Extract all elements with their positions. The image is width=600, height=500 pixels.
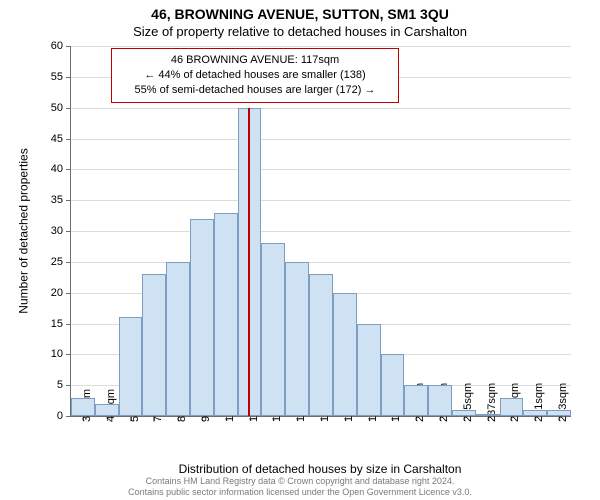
annotation-line-1: 46 BROWNING AVENUE: 117sqm xyxy=(120,53,390,68)
y-tick-label: 45 xyxy=(51,133,63,145)
footer-line-2: Contains public sector information licen… xyxy=(0,487,600,498)
y-tick-label: 25 xyxy=(51,256,63,268)
y-tick-label: 30 xyxy=(51,225,63,237)
x-tick-label: 225sqm xyxy=(462,383,474,422)
y-tick-label: 60 xyxy=(51,40,63,52)
gridline xyxy=(71,262,571,263)
histogram-bar xyxy=(119,317,143,416)
gridline xyxy=(71,46,571,47)
histogram-bar xyxy=(214,213,238,417)
y-tick-label: 20 xyxy=(51,287,63,299)
histogram-bar xyxy=(309,274,333,416)
histogram-bar xyxy=(95,404,119,416)
y-tick-label: 40 xyxy=(51,163,63,175)
histogram-bar xyxy=(547,410,571,416)
gridline xyxy=(71,139,571,140)
annotation-line-2: ← 44% of detached houses are smaller (13… xyxy=(120,68,390,83)
chart-subtitle: Size of property relative to detached ho… xyxy=(0,24,600,39)
y-tick-mark xyxy=(66,416,71,417)
x-axis-title: Distribution of detached houses by size … xyxy=(70,462,570,476)
y-tick-mark xyxy=(66,262,71,263)
y-tick-label: 35 xyxy=(51,194,63,206)
histogram-bar xyxy=(261,243,285,416)
y-tick-label: 10 xyxy=(51,348,63,360)
gridline xyxy=(71,200,571,201)
y-tick-mark xyxy=(66,139,71,140)
histogram-bar xyxy=(333,293,357,416)
x-tick-label: 273sqm xyxy=(557,383,569,422)
chart-title: 46, BROWNING AVENUE, SUTTON, SM1 3QU xyxy=(0,6,600,22)
y-tick-mark xyxy=(66,108,71,109)
y-tick-mark xyxy=(66,354,71,355)
histogram-bar xyxy=(428,385,452,416)
histogram-bar xyxy=(476,414,500,416)
y-tick-label: 50 xyxy=(51,102,63,114)
histogram-bar xyxy=(190,219,214,416)
y-tick-mark xyxy=(66,169,71,170)
x-tick-label: 261sqm xyxy=(533,383,545,422)
x-tick-label: 237sqm xyxy=(486,383,498,422)
subject-marker-line xyxy=(248,108,250,416)
y-tick-mark xyxy=(66,385,71,386)
y-axis-title: Number of detached properties xyxy=(16,46,32,416)
y-tick-mark xyxy=(66,231,71,232)
y-tick-mark xyxy=(66,293,71,294)
histogram-bar xyxy=(285,262,309,416)
histogram-bar xyxy=(452,410,476,416)
footer-attribution: Contains HM Land Registry data © Crown c… xyxy=(0,476,600,498)
y-tick-mark xyxy=(66,324,71,325)
gridline xyxy=(71,108,571,109)
histogram-bar xyxy=(357,324,381,417)
y-tick-label: 0 xyxy=(57,410,63,422)
footer-line-1: Contains HM Land Registry data © Crown c… xyxy=(0,476,600,487)
y-tick-label: 5 xyxy=(57,379,63,391)
histogram-bar xyxy=(166,262,190,416)
y-tick-mark xyxy=(66,77,71,78)
y-tick-mark xyxy=(66,46,71,47)
histogram-bar xyxy=(71,398,95,417)
y-tick-label: 15 xyxy=(51,318,63,330)
plot-area: 46 BROWNING AVENUE: 117sqm ← 44% of deta… xyxy=(70,46,571,417)
annotation-box: 46 BROWNING AVENUE: 117sqm ← 44% of deta… xyxy=(111,48,399,103)
y-tick-label: 55 xyxy=(51,71,63,83)
y-tick-mark xyxy=(66,200,71,201)
gridline xyxy=(71,231,571,232)
chart-container: 46, BROWNING AVENUE, SUTTON, SM1 3QU Siz… xyxy=(0,0,600,500)
histogram-bar xyxy=(142,274,166,416)
histogram-bar xyxy=(381,354,405,416)
histogram-bar xyxy=(404,385,428,416)
gridline xyxy=(71,169,571,170)
histogram-bar xyxy=(500,398,524,417)
histogram-bar xyxy=(523,410,547,416)
annotation-line-3: 55% of semi-detached houses are larger (… xyxy=(120,83,390,98)
